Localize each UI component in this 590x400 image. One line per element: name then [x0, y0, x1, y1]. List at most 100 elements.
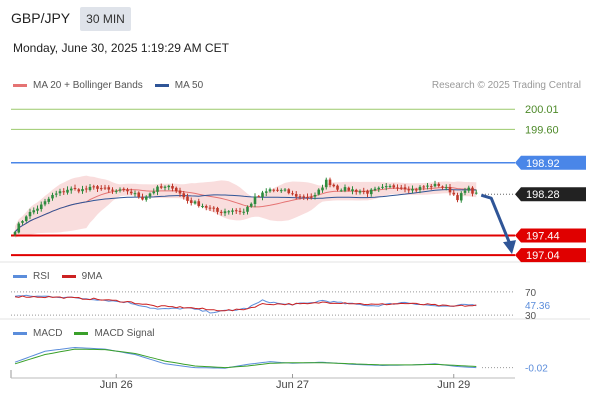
candle-body: [204, 206, 208, 208]
level-label-197-44: 197.44: [526, 230, 560, 242]
candle-body: [268, 189, 272, 192]
candles: [13, 177, 478, 237]
rsi9ma-swatch: [61, 275, 76, 278]
candle-body: [324, 179, 328, 188]
candle-body: [257, 196, 261, 198]
candle-body: [358, 191, 362, 193]
projection-arrowhead: [503, 240, 516, 255]
candle-body: [13, 232, 17, 235]
level-tag-197-44: [515, 228, 586, 243]
macd-signal-line: [14, 348, 477, 369]
candle-body: [309, 196, 313, 198]
candle-body: [403, 187, 407, 190]
level-label-198-92: 198.92: [526, 158, 560, 170]
candle-body: [381, 186, 384, 188]
candle-body: [321, 187, 324, 191]
candle-body: [126, 189, 129, 192]
candle-body: [343, 187, 347, 191]
candle-body: [32, 210, 36, 213]
candle-body: [242, 211, 246, 213]
candle-body: [339, 190, 343, 192]
candle-body: [163, 186, 167, 188]
candle-body: [328, 179, 332, 186]
bollinger-band: [15, 175, 477, 238]
candle-body: [201, 206, 204, 208]
x-axis-tick-label: Jun 27: [276, 379, 309, 391]
candle-body: [137, 192, 141, 197]
candle-body: [474, 192, 478, 194]
candle-body: [377, 187, 381, 190]
candle-body: [141, 196, 144, 200]
candle-body: [354, 189, 358, 192]
candle-body: [208, 207, 212, 209]
rsi-level-label-30: 30: [525, 311, 537, 322]
level-label-197-04: 197.04: [526, 250, 560, 262]
candle-body: [306, 196, 309, 198]
candle-body: [186, 196, 189, 201]
candle-body: [234, 210, 238, 212]
candle-body: [231, 210, 234, 212]
candle-body: [171, 186, 174, 189]
candle-body: [223, 211, 227, 214]
candle-body: [276, 189, 279, 191]
candle-body: [388, 186, 392, 188]
candle-body: [103, 187, 107, 189]
candle-body: [302, 196, 306, 198]
candle-body: [253, 196, 257, 204]
candle-body: [373, 188, 377, 191]
candle-body: [332, 184, 336, 187]
candle-body: [219, 211, 223, 213]
candle-body: [156, 186, 159, 192]
ma20-legend-label: MA 20 + Bollinger Bands: [33, 80, 143, 91]
candle-body: [448, 187, 452, 193]
candle-body: [362, 191, 366, 193]
symbol-title: GBP/JPY: [11, 10, 71, 26]
candle-body: [81, 189, 84, 192]
candle-body: [418, 186, 422, 191]
candle-body: [336, 185, 339, 190]
candle-body: [347, 187, 351, 191]
candle-body: [272, 189, 276, 191]
level-label-199-60: 199.60: [525, 124, 559, 136]
rsi-swatch: [13, 275, 27, 278]
candle-body: [212, 207, 216, 209]
candle-body: [189, 200, 193, 204]
datetime-label: Monday, June 30, 2025 1:19:29 AM CET: [13, 41, 229, 55]
candle-body: [433, 183, 437, 187]
x-axis-tick-label: Jun 29: [437, 379, 470, 391]
candle-body: [459, 193, 463, 201]
candle-body: [216, 207, 219, 212]
x-axis-tick-label: Jun 26: [100, 379, 133, 391]
candle-body: [407, 189, 411, 191]
candle-body: [369, 189, 373, 195]
timeframe-badge[interactable]: 30 MIN: [80, 7, 131, 31]
candle-body: [227, 211, 231, 213]
candle-body: [174, 187, 178, 192]
candle-body: [467, 187, 471, 191]
level-tag-198-28: [515, 187, 586, 202]
candle-body: [129, 191, 133, 194]
candle-body: [437, 183, 441, 186]
candle-body: [463, 190, 467, 193]
candle-body: [249, 203, 253, 207]
attribution: Research © 2025 Trading Central: [431, 80, 581, 91]
candle-body: [197, 201, 201, 207]
candle-body: [21, 221, 24, 223]
candle-body: [77, 189, 81, 192]
candle-body: [47, 198, 51, 202]
ma50-line: [14, 189, 477, 233]
candle-body: [456, 195, 459, 201]
candle-body: [69, 188, 73, 191]
candle-body: [441, 186, 444, 188]
candle-body: [92, 186, 96, 188]
candle-body: [384, 186, 388, 188]
candle-body: [414, 189, 418, 191]
macd-signal-swatch: [74, 332, 89, 335]
candle-body: [411, 188, 414, 191]
rsi9ma-legend-label: 9MA: [81, 271, 103, 282]
candle-body: [238, 210, 242, 212]
projection-arrow: [480, 193, 512, 245]
candle-body: [429, 186, 433, 188]
candle-body: [291, 193, 294, 195]
